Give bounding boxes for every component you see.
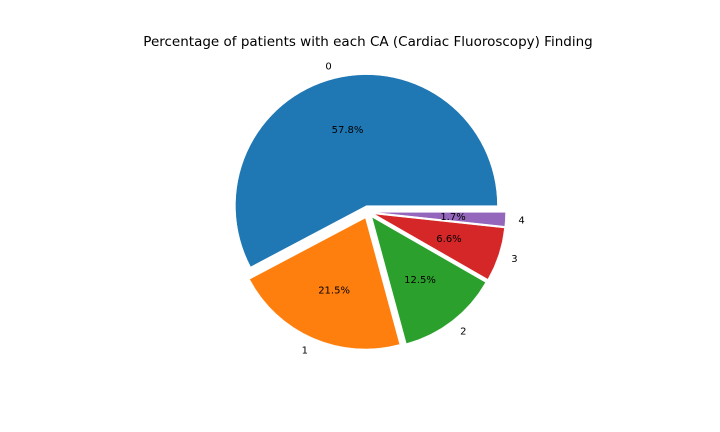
pie-percent-2: 12.5% [404,275,436,286]
pie-label-1: 1 [302,346,308,357]
pie-slice-4 [374,212,506,227]
pie-category-labels: 0 1 2 3 4 [302,61,525,356]
pie-slice-0 [235,74,498,268]
pie-slice-2 [371,216,486,344]
pie-label-4: 4 [518,216,524,227]
pie-percent-3: 6.6% [436,234,461,245]
pie-label-3: 3 [511,254,517,265]
pie-slice-3 [374,213,505,280]
pie-percent-1: 21.5% [318,286,350,297]
pie-label-0: 0 [325,61,331,72]
pie-percent-0: 57.8% [332,125,364,136]
pie-slices [235,74,506,350]
chart-title: Percentage of patients with each CA (Car… [143,34,592,50]
pie-percent-4: 1.7% [440,212,465,223]
pie-label-2: 2 [460,327,466,338]
pie-slice-1 [249,217,401,350]
pie-percent-labels: 57.8% 21.5% 12.5% 6.6% 1.7% [318,125,466,297]
